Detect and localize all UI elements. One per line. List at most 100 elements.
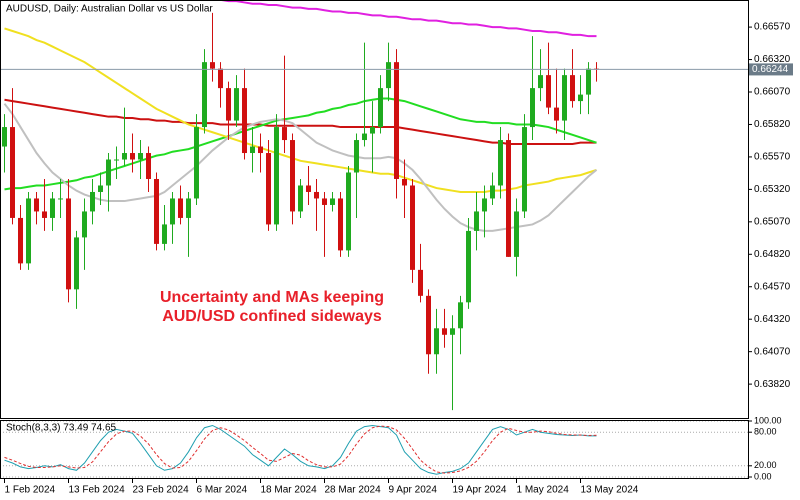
candle-body [122, 153, 127, 160]
candle-body [106, 159, 111, 186]
stoch-frame [0, 420, 749, 479]
candle-body [50, 198, 55, 218]
candle-body [386, 62, 391, 89]
candle-body [578, 94, 583, 102]
y-tick-label: 0.00 [754, 471, 772, 481]
candle-body [410, 185, 415, 270]
candle-body [10, 127, 15, 218]
y-tick-label: 0.66070 [754, 87, 791, 98]
candle-body [298, 185, 303, 212]
candle-body [274, 127, 279, 225]
last-price-box [749, 63, 793, 76]
y-tick-label: 0.63820 [754, 379, 791, 390]
candle-body [322, 198, 327, 205]
candle-body [562, 75, 567, 121]
candle-body [186, 198, 191, 218]
candle-body [90, 191, 95, 212]
candle-body [266, 153, 271, 225]
annotation: Uncertainty and MAs keeping [160, 289, 384, 306]
main-frame [0, 0, 749, 419]
candle-body [170, 198, 175, 225]
candle-body [498, 140, 503, 186]
candle-body [250, 146, 255, 154]
main-plot [1, 1, 748, 411]
candle-body [98, 185, 103, 192]
stoch-plot [1, 421, 748, 478]
candle-body [330, 198, 335, 205]
candle-body [258, 146, 263, 154]
y-tick-label: 0.65570 [754, 152, 791, 163]
candle-body [442, 328, 447, 335]
candle-body [114, 159, 119, 161]
candle-body [234, 88, 239, 121]
candle-body [434, 328, 439, 355]
candle-body [42, 211, 47, 218]
candle-body [130, 153, 135, 160]
candle-body [586, 68, 591, 95]
x-tick-label: 18 Mar 2024 [261, 485, 318, 496]
candle-body [418, 269, 423, 296]
candle-body [490, 185, 495, 199]
candle-body [138, 153, 143, 160]
candle-body [242, 88, 247, 154]
x-tick-label: 19 Apr 2024 [453, 485, 507, 496]
candle-body [570, 75, 575, 102]
candle-body [482, 198, 487, 212]
candle-body [426, 295, 431, 355]
x-tick-label: 9 Apr 2024 [389, 485, 438, 496]
candle-body [210, 62, 215, 69]
stoch-title: Stoch(8,3,3) 73.49 74.65 [6, 423, 117, 434]
moving-average [4, 97, 597, 191]
candle-body [18, 217, 23, 264]
candle-body [346, 172, 351, 251]
moving-average [221, 1, 597, 38]
candle-body [178, 198, 183, 218]
last-price-label: 0.66244 [752, 64, 789, 75]
candle-body [338, 198, 343, 251]
y-tick-label: 80.00 [754, 427, 777, 437]
y-tick-label: 0.66570 [754, 22, 791, 33]
candle-body [2, 127, 7, 147]
candle-body [314, 191, 319, 199]
candle-body [458, 302, 463, 329]
candle-body [26, 198, 31, 264]
candle-body [378, 88, 383, 128]
candle-body [530, 88, 535, 128]
candle-body [370, 127, 375, 134]
candle-body [226, 88, 231, 121]
candle-body [34, 198, 39, 212]
x-tick-label: 13 May 2024 [581, 485, 639, 496]
candle-body [394, 62, 399, 179]
y-tick-label: 0.64820 [754, 249, 791, 260]
candle-body [154, 178, 159, 244]
y-tick-label: 0.65070 [754, 216, 791, 227]
candle-body [162, 224, 167, 244]
annotation: AUD/USD confined sideways [162, 308, 382, 325]
y-tick-label: 0.66320 [754, 54, 791, 65]
candle-body [354, 140, 359, 173]
y-tick-label: 0.64320 [754, 314, 791, 325]
candle-body [362, 133, 367, 141]
x-tick-label: 6 Mar 2024 [197, 485, 248, 496]
candle-body [514, 211, 519, 257]
candle-body [538, 75, 543, 89]
moving-average [3, 103, 598, 232]
y-tick-label: 100.00 [754, 415, 782, 425]
candle-body [466, 230, 471, 303]
y-tick-label: 0.64070 [754, 346, 791, 357]
candle-body [290, 140, 295, 212]
candle-body [146, 153, 151, 179]
x-tick-label: 28 Mar 2024 [325, 485, 382, 496]
candle-body [82, 211, 87, 238]
moving-average [4, 27, 597, 193]
candle-body [522, 127, 527, 212]
x-tick-label: 1 May 2024 [517, 485, 570, 496]
moving-average [4, 98, 597, 145]
x-tick-label: 13 Feb 2024 [69, 485, 126, 496]
y-tick-label: 0.65820 [754, 119, 791, 130]
x-tick-label: 23 Feb 2024 [133, 485, 190, 496]
candle-body [306, 185, 311, 192]
candle-body [474, 211, 479, 231]
